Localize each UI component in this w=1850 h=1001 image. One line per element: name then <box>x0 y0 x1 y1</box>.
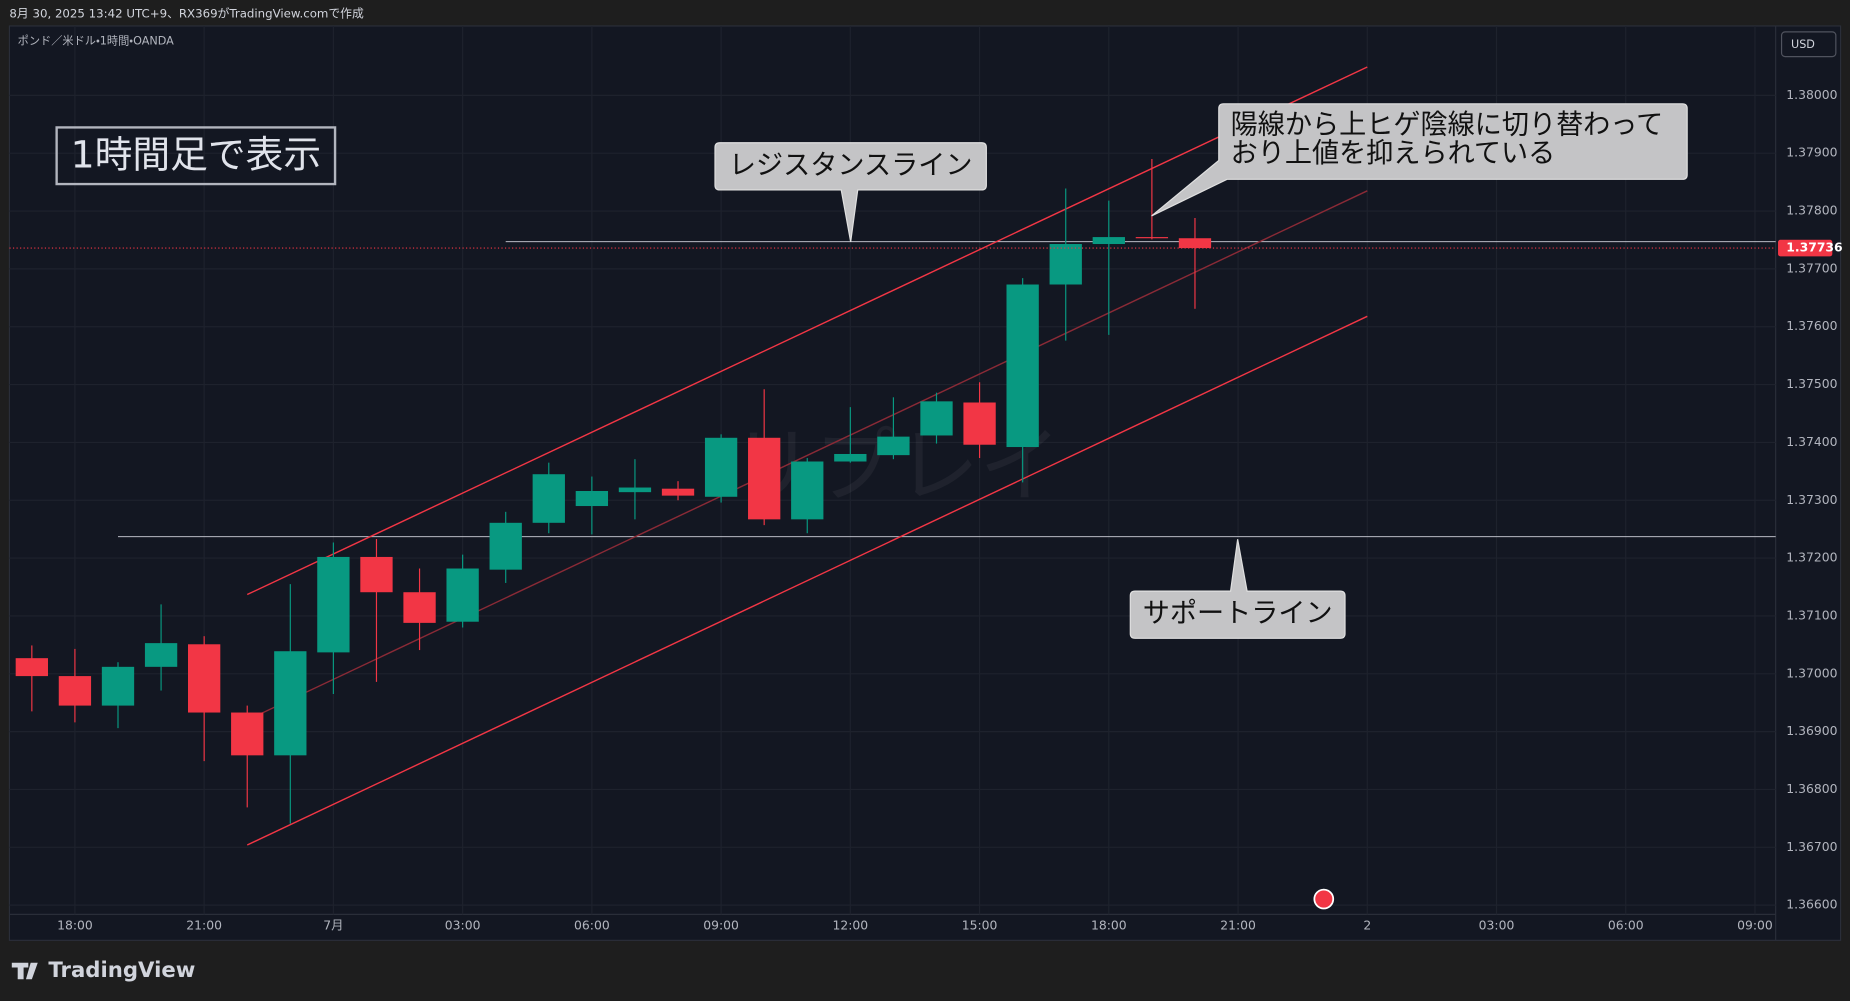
callout-text: 陽線から上ヒゲ陰線に切り替わって <box>1231 110 1664 141</box>
callout <box>1129 539 1346 639</box>
candle-body <box>274 651 307 756</box>
candle-body <box>1135 237 1169 239</box>
y-tick-label: 1.37800 <box>1786 204 1837 218</box>
title-box <box>55 126 337 186</box>
trend-line <box>246 190 1368 721</box>
x-tick-label: 06:00 <box>1608 919 1644 933</box>
x-tick-label: 2 <box>1363 919 1371 933</box>
candle-body <box>15 658 48 677</box>
candle-body <box>101 666 135 706</box>
candle-body <box>317 556 350 653</box>
candle-body <box>1178 238 1212 249</box>
candle-body <box>920 401 953 436</box>
candle-body <box>834 453 867 462</box>
candle-body <box>144 643 178 667</box>
x-tick-label: 7月 <box>323 919 343 933</box>
candle-body <box>791 461 824 520</box>
y-tick-label: 1.37900 <box>1786 146 1837 160</box>
x-tick-label: 09:00 <box>1737 919 1773 933</box>
trend-line <box>246 66 1368 596</box>
y-tick-label: 1.37500 <box>1786 377 1837 391</box>
candle-body <box>1049 244 1082 285</box>
x-tick-label: 12:00 <box>833 919 869 933</box>
title-annotation: 1時間足で表示 <box>71 132 322 176</box>
y-tick-label: 1.38000 <box>1786 88 1837 102</box>
candle-body <box>877 436 910 456</box>
brand-logo <box>11 962 38 980</box>
callout <box>714 142 987 242</box>
symbol: ポンド／米ドル・1時間・OANDA <box>18 34 174 47</box>
candle-body <box>661 488 695 496</box>
event-icon[interactable] <box>1313 888 1335 910</box>
y-tick-label: 1.37600 <box>1786 319 1837 333</box>
x-tick-label: 03:00 <box>1479 919 1515 933</box>
callout <box>1151 103 1688 217</box>
last-price-box <box>1778 239 1833 257</box>
callout-text: レジスタンスライン <box>729 150 973 181</box>
candle-body <box>446 568 479 622</box>
y-tick-label: 1.37700 <box>1786 261 1837 275</box>
y-tick-label: 1.37000 <box>1786 666 1837 680</box>
candle-body <box>575 491 609 507</box>
x-tick-label: 21:00 <box>1220 919 1256 933</box>
x-tick-label: 21:00 <box>186 919 222 933</box>
caption: 8月 30, 2025 13:42 UTC+9、RX369がTradingVie… <box>9 7 364 21</box>
y-tick-label: 1.36900 <box>1786 724 1837 738</box>
candle-body <box>403 592 436 623</box>
candle-body <box>1092 237 1125 245</box>
candle-body <box>618 487 652 493</box>
x-tick-label: 15:00 <box>962 919 998 933</box>
callout-text: おり上値を抑えられている <box>1231 138 1556 169</box>
brand: TradingView <box>48 958 195 983</box>
currency[interactable]: USD <box>1791 38 1815 51</box>
candle-body <box>963 402 996 445</box>
trend-line <box>246 315 1368 846</box>
x-tick-label: 18:00 <box>1091 919 1127 933</box>
candle-body <box>1006 284 1039 448</box>
candle-body <box>360 556 393 593</box>
y-tick-label: 1.37100 <box>1786 608 1837 622</box>
candle-body <box>704 437 738 497</box>
x-tick-label: 03:00 <box>445 919 481 933</box>
y-tick-label: 1.36700 <box>1786 840 1837 854</box>
candle-body <box>231 712 264 756</box>
candle-body <box>58 676 92 706</box>
x-tick-label: 09:00 <box>703 919 739 933</box>
x-tick-label: 18:00 <box>57 919 93 933</box>
candle-body <box>532 474 565 523</box>
y-tick-label: 1.37200 <box>1786 551 1837 565</box>
callout-text: サポートライン <box>1143 598 1333 629</box>
currency-button[interactable] <box>1780 31 1837 58</box>
y-tick-label: 1.37300 <box>1786 493 1837 507</box>
y-tick-label: 1.36600 <box>1786 898 1837 912</box>
y-tick-label: 1.36800 <box>1786 782 1837 796</box>
candle-body <box>748 437 781 520</box>
y-tick-label: 1.37400 <box>1786 435 1837 449</box>
x-tick-label: 06:00 <box>574 919 610 933</box>
candle-body <box>188 644 221 713</box>
last-price-label: 1.37736 <box>1786 241 1842 255</box>
candle-body <box>489 522 522 570</box>
